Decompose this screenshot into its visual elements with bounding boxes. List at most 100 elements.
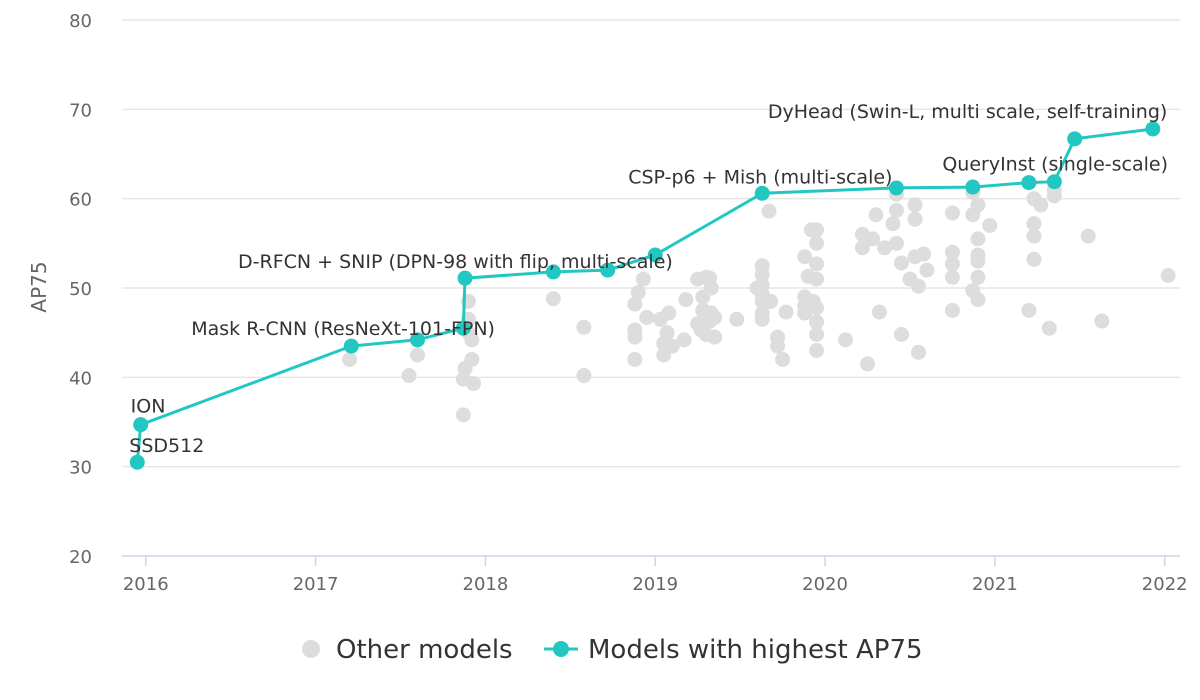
other-model-point[interactable] [944,256,960,272]
best-model-point[interactable] [545,264,561,280]
other-model-point[interactable] [466,376,482,392]
other-model-point[interactable] [639,309,655,325]
other-model-point[interactable] [770,338,786,354]
other-model-point[interactable] [707,329,723,345]
other-model-point[interactable] [970,269,986,285]
best-model-point[interactable] [888,180,904,196]
other-model-point[interactable] [885,216,901,232]
other-model-point[interactable] [797,305,813,321]
other-model-point[interactable] [664,338,680,354]
other-model-point[interactable] [893,326,909,342]
other-model-point[interactable] [860,356,876,372]
other-model-point[interactable] [809,256,825,272]
other-model-point[interactable] [1041,320,1057,336]
other-model-point[interactable] [809,314,825,330]
other-model-point[interactable] [865,231,881,247]
other-model-point[interactable] [970,292,986,308]
other-model-point[interactable] [944,244,960,260]
legend-item-best[interactable]: Models with highest AP75 [544,635,923,665]
other-model-point[interactable] [910,344,926,360]
other-model-point[interactable] [1026,251,1042,267]
other-model-point[interactable] [754,311,770,327]
best-model-point[interactable] [409,332,425,348]
best-model-point[interactable] [1145,121,1161,137]
other-model-point[interactable] [809,235,825,251]
other-model-point[interactable] [676,332,692,348]
best-model-point[interactable] [1046,174,1062,190]
best-model-point[interactable] [129,454,145,470]
other-model-point[interactable] [916,246,932,262]
other-model-point[interactable] [409,347,425,363]
other-model-point[interactable] [635,271,651,287]
other-model-point[interactable] [627,351,643,367]
other-model-point[interactable] [576,319,592,335]
other-model-point[interactable] [464,332,480,348]
other-model-point[interactable] [1021,302,1037,318]
other-model-point[interactable] [809,343,825,359]
best-model-point[interactable] [1067,131,1083,147]
other-model-point[interactable] [754,267,770,283]
best-model-point[interactable] [1021,175,1037,191]
other-model-point[interactable] [797,249,813,265]
other-model-point[interactable] [970,197,986,213]
other-model-point[interactable] [576,368,592,384]
best-model-point[interactable] [754,185,770,201]
other-model-point[interactable] [342,351,358,367]
best-model-point[interactable] [133,417,149,433]
other-model-point[interactable] [871,304,887,320]
best-model-point[interactable] [343,338,359,354]
other-model-point[interactable] [970,253,986,269]
other-model-point[interactable] [919,262,935,278]
other-model-point[interactable] [868,207,884,223]
other-model-point[interactable] [761,203,777,219]
best-model-point[interactable] [965,179,981,195]
other-model-point[interactable] [778,304,794,320]
other-model-point[interactable] [678,292,694,308]
other-model-point[interactable] [1033,197,1049,213]
other-model-point[interactable] [809,326,825,342]
other-model-point[interactable] [1080,228,1096,244]
best-model-point[interactable] [455,320,471,336]
other-model-point[interactable] [1160,267,1176,283]
other-model-point[interactable] [627,322,643,338]
other-model-point[interactable] [893,255,909,271]
other-model-point[interactable] [630,284,646,300]
other-model-point[interactable] [944,302,960,318]
other-model-point[interactable] [707,309,723,325]
other-model-point[interactable] [888,202,904,218]
other-model-point[interactable] [970,231,986,247]
best-model-point[interactable] [457,270,473,286]
other-model-point[interactable] [702,270,718,286]
other-model-point[interactable] [854,240,870,256]
other-model-point[interactable] [1094,313,1110,329]
other-model-point[interactable] [1046,188,1062,204]
other-model-point[interactable] [659,325,675,341]
other-model-point[interactable] [775,351,791,367]
best-model-point[interactable] [600,262,616,278]
other-model-point[interactable] [1026,216,1042,232]
other-model-point[interactable] [729,311,745,327]
other-model-point[interactable] [837,332,853,348]
other-model-point[interactable] [661,305,677,321]
other-model-point[interactable] [545,291,561,307]
other-model-point[interactable] [910,278,926,294]
other-model-point[interactable] [455,407,471,423]
best-model-point[interactable] [647,247,663,263]
legend-item-other[interactable]: Other models [302,635,513,665]
other-model-point[interactable] [401,368,417,384]
other-model-point[interactable] [888,235,904,251]
other-model-point[interactable] [763,293,779,309]
other-model-point[interactable] [877,240,893,256]
other-model-point[interactable] [907,211,923,227]
other-model-point[interactable] [809,300,825,316]
other-model-point[interactable] [627,296,643,312]
other-model-point[interactable] [944,205,960,221]
other-model-point[interactable] [1026,228,1042,244]
other-model-point[interactable] [809,271,825,287]
other-model-point[interactable] [464,351,480,367]
other-model-point[interactable] [809,222,825,238]
other-model-point[interactable] [982,217,998,233]
other-model-point[interactable] [907,197,923,213]
other-model-point[interactable] [749,280,765,296]
other-model-point[interactable] [944,269,960,285]
